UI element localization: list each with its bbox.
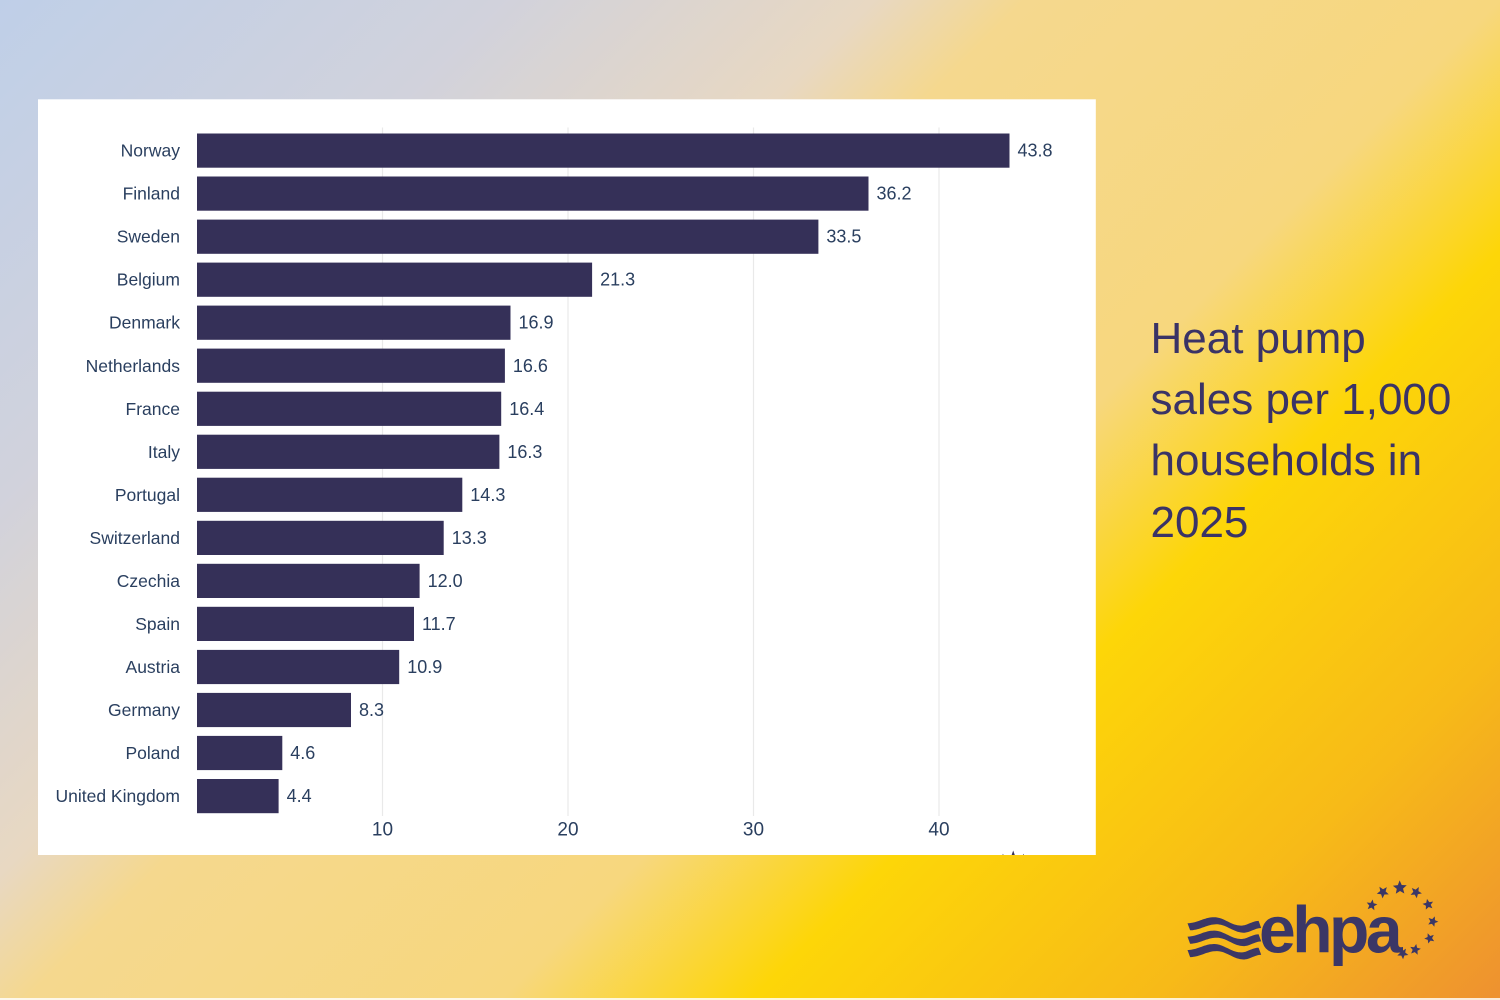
svg-text:United Kingdom: United Kingdom bbox=[55, 786, 180, 806]
svg-text:11.7: 11.7 bbox=[422, 614, 456, 634]
svg-text:21.3: 21.3 bbox=[600, 270, 635, 290]
svg-text:Poland: Poland bbox=[126, 743, 181, 763]
svg-text:Netherlands: Netherlands bbox=[86, 356, 181, 376]
svg-text:36.2: 36.2 bbox=[877, 184, 912, 204]
svg-text:20: 20 bbox=[557, 819, 578, 840]
svg-text:10.9: 10.9 bbox=[407, 657, 442, 677]
svg-text:10: 10 bbox=[372, 819, 393, 840]
svg-text:Czechia: Czechia bbox=[117, 571, 180, 591]
svg-text:Spain: Spain bbox=[135, 614, 180, 634]
svg-text:33.5: 33.5 bbox=[826, 227, 861, 247]
svg-text:40: 40 bbox=[928, 819, 949, 840]
svg-text:4.6: 4.6 bbox=[290, 743, 315, 763]
svg-text:Belgium: Belgium bbox=[117, 270, 180, 290]
svg-text:Denmark: Denmark bbox=[109, 313, 180, 333]
svg-text:Norway: Norway bbox=[121, 141, 181, 161]
svg-text:14.3: 14.3 bbox=[470, 485, 505, 505]
svg-text:43.8: 43.8 bbox=[1018, 141, 1053, 161]
svg-text:Austria: Austria bbox=[126, 657, 181, 677]
svg-text:13.3: 13.3 bbox=[452, 528, 487, 548]
svg-text:4.4: 4.4 bbox=[287, 786, 312, 806]
svg-text:12.0: 12.0 bbox=[428, 571, 463, 591]
svg-text:Germany: Germany bbox=[108, 700, 180, 720]
svg-text:France: France bbox=[126, 399, 180, 419]
svg-text:16.3: 16.3 bbox=[507, 442, 542, 462]
svg-text:16.4: 16.4 bbox=[509, 399, 544, 419]
svg-text:Italy: Italy bbox=[148, 442, 180, 462]
svg-text:16.6: 16.6 bbox=[513, 356, 548, 376]
svg-text:Switzerland: Switzerland bbox=[90, 528, 180, 548]
svg-text:16.9: 16.9 bbox=[519, 313, 554, 333]
svg-text:ehpa: ehpa bbox=[1259, 893, 1404, 967]
svg-text:Finland: Finland bbox=[123, 184, 180, 204]
svg-text:8.3: 8.3 bbox=[359, 700, 384, 720]
svg-text:Portugal: Portugal bbox=[115, 485, 180, 505]
svg-text:Sweden: Sweden bbox=[117, 227, 180, 247]
svg-text:30: 30 bbox=[743, 819, 764, 840]
